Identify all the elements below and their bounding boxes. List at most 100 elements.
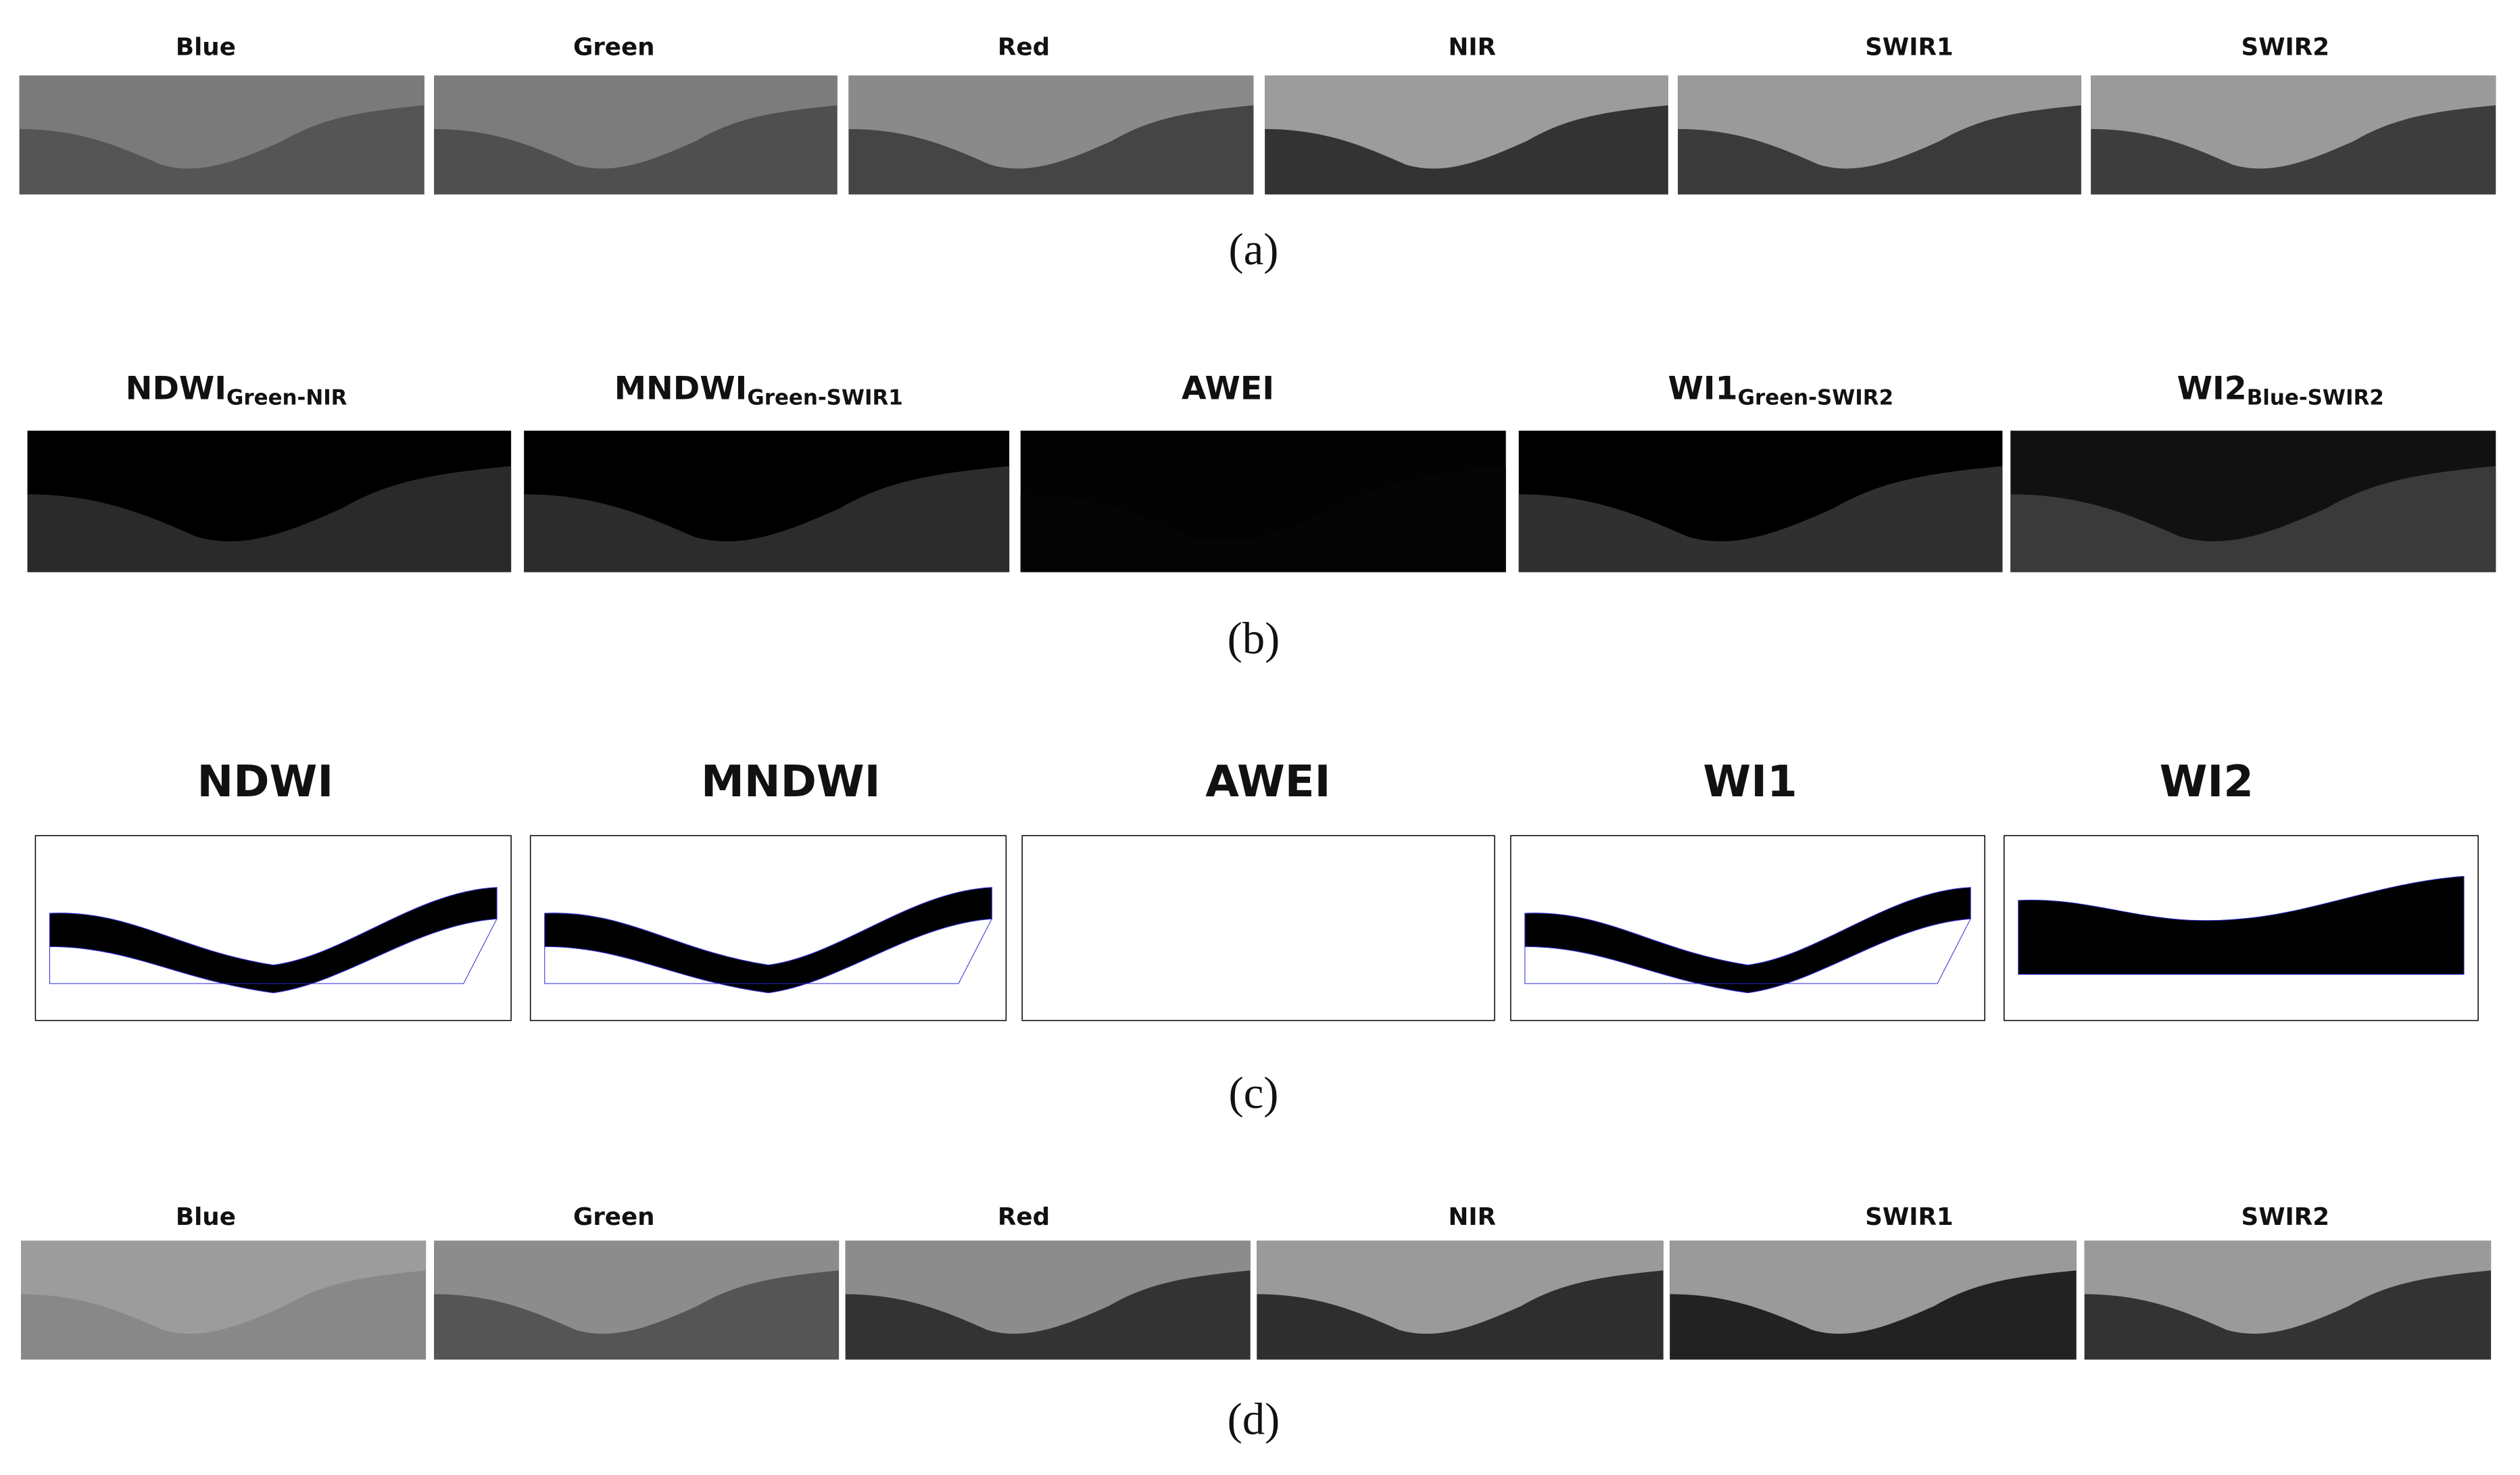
land	[848, 75, 1254, 169]
title-text: Blue	[176, 33, 236, 61]
land	[1670, 1240, 2077, 1334]
panel-title: WI1	[1703, 756, 1797, 807]
land	[2084, 1240, 2492, 1334]
title-text: Red	[998, 33, 1050, 61]
panel-image	[1518, 431, 2003, 573]
panel-title: WI2	[2160, 756, 2254, 807]
panel-image	[21, 1240, 427, 1360]
land	[1678, 75, 2081, 169]
frame	[1022, 836, 1495, 1020]
water-mask	[545, 888, 992, 993]
title-text: SWIR2	[2242, 33, 2330, 61]
panel-image	[2004, 836, 2478, 1020]
land	[845, 1240, 1251, 1334]
title-text: Red	[998, 1203, 1050, 1231]
panel-image	[1670, 1240, 2077, 1360]
water-mask	[1525, 888, 1970, 993]
panel-title: WI1Green-SWIR2	[1668, 370, 1893, 410]
panel-image	[1020, 431, 1506, 573]
panel-title: NDWIGreen-NIR	[126, 370, 347, 410]
title-text: NIR	[1449, 1203, 1497, 1231]
title-text: NDWI	[126, 370, 226, 408]
panel-title: Blue	[176, 33, 236, 61]
title-text: SWIR1	[1865, 33, 1954, 61]
panel-title: NIR	[1449, 1203, 1497, 1231]
panel-title: SWIR2	[2242, 1203, 2330, 1231]
panel-label: (c)	[1229, 1069, 1279, 1118]
panel-title: AWEI	[1182, 370, 1274, 408]
title-text: WI1	[1668, 370, 1737, 408]
water-mask	[2018, 876, 2464, 974]
title-text: WI2	[2160, 756, 2254, 807]
panel-title: Blue	[176, 1203, 236, 1231]
title-subscript: Blue-SWIR2	[2247, 385, 2384, 410]
panel-image	[845, 1240, 1251, 1360]
title-text: Blue	[176, 1203, 236, 1231]
water-mask	[50, 888, 497, 993]
panel-title: Green	[573, 33, 655, 61]
water	[1518, 466, 2003, 573]
title-text: NIR	[1449, 33, 1497, 61]
panel-image	[1257, 1240, 1664, 1360]
panel-title: SWIR1	[1865, 1203, 1954, 1231]
land	[1257, 1240, 1664, 1334]
title-text: Green	[573, 1203, 655, 1231]
water	[27, 466, 512, 573]
title-subscript: Green-SWIR2	[1738, 385, 1893, 410]
panel-image	[27, 431, 512, 573]
land	[434, 1240, 840, 1334]
panel-image	[2091, 75, 2496, 195]
title-text: SWIR1	[1865, 1203, 1954, 1231]
panel-image	[35, 836, 511, 1020]
title-subscript: Green-NIR	[226, 385, 347, 410]
panel-title: SWIR1	[1865, 33, 1954, 61]
title-text: WI1	[1703, 756, 1797, 807]
panel-title: MNDWIGreen-SWIR1	[614, 370, 903, 410]
panel-image	[848, 75, 1254, 195]
panel-title: NIR	[1449, 33, 1497, 61]
water	[524, 466, 1010, 573]
hull	[545, 919, 992, 984]
water	[2010, 466, 2496, 573]
panel-title: MNDWI	[701, 756, 881, 807]
panel-image	[524, 431, 1010, 573]
panel-image	[531, 836, 1007, 1020]
panel-title: SWIR2	[2242, 33, 2330, 61]
land	[19, 75, 425, 169]
panel-label: (a)	[1229, 225, 1279, 274]
panel-title: Green	[573, 1203, 655, 1231]
water	[1020, 466, 1506, 573]
title-text: Green	[573, 33, 655, 61]
title-text: AWEI	[1182, 370, 1274, 408]
panel-title: Red	[998, 1203, 1050, 1231]
land	[21, 1240, 427, 1334]
panel-image	[434, 1240, 840, 1360]
panel-title: AWEI	[1205, 756, 1330, 807]
panel-label: (b)	[1228, 614, 1280, 663]
panel-title: WI2Blue-SWIR2	[2177, 370, 2384, 410]
title-text: SWIR2	[2242, 1203, 2330, 1231]
panel-label: (d)	[1228, 1395, 1280, 1445]
panel-image	[1511, 836, 1985, 1020]
panel-image	[2084, 1240, 2492, 1360]
title-text: AWEI	[1205, 756, 1330, 807]
panel-image	[1022, 836, 1495, 1020]
hull	[1525, 919, 1970, 984]
panel-image	[1265, 75, 1668, 195]
title-subscript: Green-SWIR1	[747, 385, 902, 410]
land	[434, 75, 838, 169]
title-text: MNDWI	[614, 370, 748, 408]
panel-image	[2010, 431, 2496, 573]
title-text: MNDWI	[701, 756, 881, 807]
land	[1265, 75, 1668, 169]
panel-image	[1678, 75, 2081, 195]
hull	[50, 919, 497, 984]
land	[2091, 75, 2496, 169]
panel-title: Red	[998, 33, 1050, 61]
panel-title: NDWI	[197, 756, 334, 807]
title-text: NDWI	[197, 756, 334, 807]
panel-image	[434, 75, 838, 195]
title-text: WI2	[2177, 370, 2247, 408]
